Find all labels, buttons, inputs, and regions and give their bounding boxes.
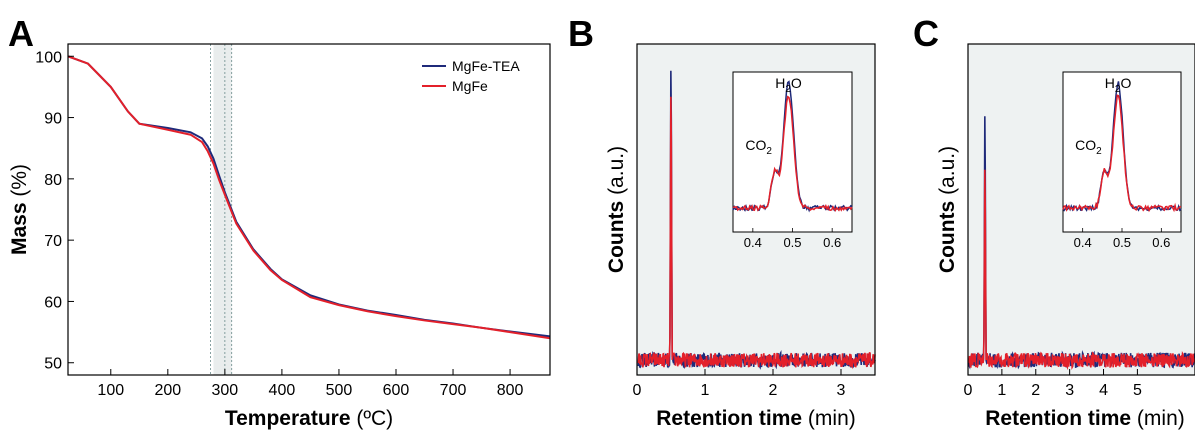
x-tick-label-2: 2 [1031, 382, 1040, 399]
x-tick-label-3: 3 [1065, 382, 1074, 399]
x-tick-label-0: 0 [633, 382, 642, 399]
y-axis-label-unit: (a.u.) [605, 146, 628, 201]
legend-label-1: MgFe [452, 78, 488, 94]
inset-annotation-0: CO2 [745, 137, 772, 157]
inset-frame [1062, 71, 1182, 233]
y-axis-label: Counts (a.u.) [605, 146, 628, 273]
y-axis-label: Mass (%) [8, 164, 31, 255]
x-axis-label: Temperature (ºC) [225, 407, 393, 430]
x-axis-label-bold: Retention time [656, 407, 802, 430]
series-line-0 [67, 55, 551, 338]
inset-tick-label-0: 0.4 [1074, 235, 1092, 250]
annotation-main-1: H [775, 75, 785, 91]
annotation-sub-1: 2 [1115, 84, 1121, 95]
plot-frame [67, 43, 551, 376]
inset-tick-label-2: 0.6 [1152, 235, 1170, 250]
inset-annotation-0: CO2 [1075, 137, 1102, 157]
x-axis-label: Retention time (min) [985, 407, 1185, 430]
y-axis-label-bold: Counts [605, 201, 628, 273]
panel-letter-b: B [568, 13, 594, 54]
plot-frame [636, 43, 876, 376]
y-tick-label-1: 60 [44, 294, 62, 311]
annotation-main-1: H [1105, 75, 1115, 91]
annotation-main-0: CO [1075, 137, 1096, 153]
annotation-tail-1: O [791, 75, 802, 91]
inset-tick-label-1: 0.5 [1113, 235, 1131, 250]
panel-a-chart: 100 200 300 400 500 600 700 800 50 60 70 80 90 100 Tem… [8, 43, 551, 430]
annotation-sub-0: 2 [1096, 146, 1102, 157]
y-tick-label-4: 90 [44, 111, 62, 128]
annotation-main-0: CO [745, 137, 766, 153]
panel-b-chart: 0 1 2 3 Retention time (min) Counts (a.u.) 0.4… [605, 43, 876, 430]
x-axis-label-bold: Retention time [985, 407, 1131, 430]
trace-line-1 [967, 169, 1195, 371]
y-tick-label-0: 50 [44, 356, 62, 373]
inset-tick-label-1: 0.5 [783, 235, 801, 250]
inset-trace-1 [732, 95, 853, 212]
x-tick-label-6: 700 [440, 382, 467, 399]
x-tick-label-0: 100 [97, 382, 124, 399]
legend-label-0: MgFe-TEA [452, 58, 520, 74]
x-axis-label-unit: (min) [802, 407, 856, 430]
x-tick-label-5: 600 [383, 382, 410, 399]
x-tick-label-4: 4 [1099, 382, 1108, 399]
panel-letter-c: C [913, 13, 939, 54]
y-axis-label-bold: Mass [8, 202, 31, 255]
trace-line-1 [637, 96, 876, 370]
y-tick-label-5: 100 [35, 49, 62, 66]
y-tick-label-2: 70 [44, 233, 62, 250]
series-line-1 [67, 55, 551, 340]
x-axis-label-bold: Temperature [225, 407, 351, 430]
x-tick-label-0: 0 [964, 382, 973, 399]
inset-tick-label-2: 0.6 [823, 235, 841, 250]
inset-tick-label-0: 0.4 [744, 235, 762, 250]
x-tick-label-7: 800 [497, 382, 524, 399]
x-tick-label-1: 1 [701, 382, 710, 399]
annotation-sub-0: 2 [766, 146, 772, 157]
x-tick-label-3: 400 [269, 382, 296, 399]
inset-frame [732, 71, 853, 233]
trace-line-0 [967, 116, 1195, 370]
x-tick-label-2: 300 [212, 382, 239, 399]
y-axis-label-unit: (a.u.) [936, 146, 959, 201]
inset-trace-1 [1062, 94, 1182, 213]
y-axis-label: Counts (a.u.) [936, 146, 959, 273]
x-axis-label: Retention time (min) [656, 407, 856, 430]
x-tick-label-3: 3 [837, 382, 846, 399]
x-tick-label-5: 5 [1133, 382, 1142, 399]
y-axis-label-bold: Counts [936, 201, 959, 273]
highlight-band [213, 44, 232, 375]
x-tick-label-4: 500 [326, 382, 353, 399]
x-tick-label-1: 200 [154, 382, 181, 399]
annotation-tail-1: O [1120, 75, 1131, 91]
y-axis-label-unit: (%) [8, 164, 31, 203]
annotation-sub-1: 2 [785, 84, 791, 95]
y-tick-label-3: 80 [44, 172, 62, 189]
panel-letter-a: A [8, 13, 34, 54]
x-axis-label-unit: (min) [1131, 407, 1185, 430]
x-axis-label-unit: (ºC) [351, 407, 394, 430]
inset-annotation-1: H2O [1105, 75, 1132, 95]
plot-frame [967, 43, 1195, 376]
x-tick-label-2: 2 [769, 382, 778, 399]
x-tick-label-1: 1 [997, 382, 1006, 399]
inset-annotation-1: H2O [775, 75, 802, 95]
